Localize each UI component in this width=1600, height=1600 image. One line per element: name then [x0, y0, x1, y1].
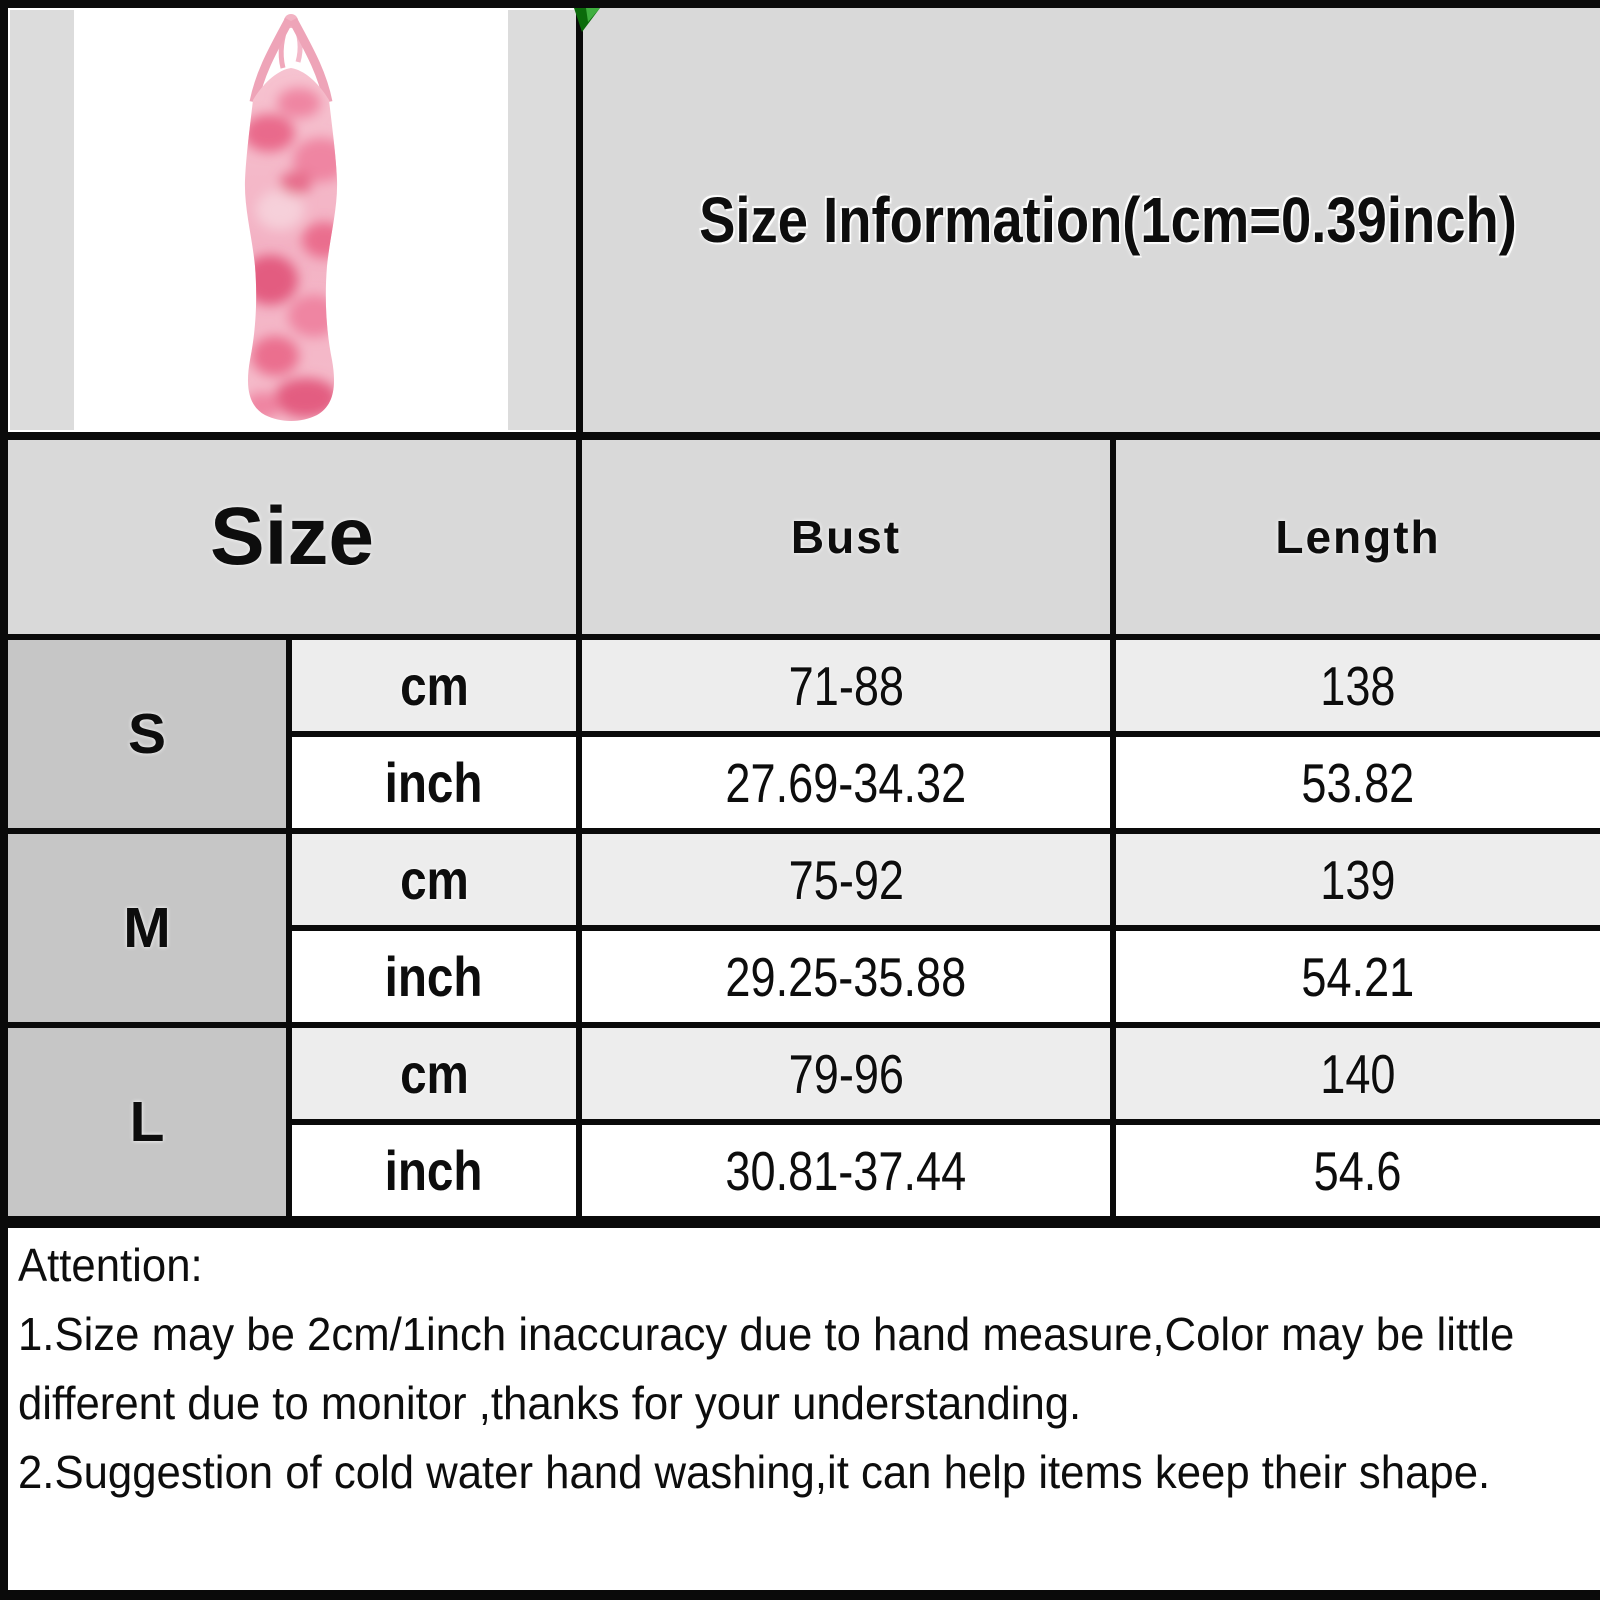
horizontal-rule	[8, 432, 1600, 440]
note-line-3: 2.Suggestion of cold water hand washing,…	[18, 1446, 1491, 1498]
bust-column-header: Bust	[582, 440, 1110, 634]
product-image-panel	[8, 8, 576, 432]
size-column-header: Size	[8, 440, 576, 634]
unit-cell: inch	[292, 931, 576, 1022]
unit-cell: cm	[292, 640, 576, 731]
panel-divider	[576, 8, 583, 432]
unit-cell: cm	[292, 834, 576, 925]
m-length-cm: 139	[1116, 834, 1600, 925]
size-label-l: L	[8, 1028, 286, 1216]
size-label-m: M	[8, 834, 286, 1022]
length-column-header: Length	[1116, 440, 1600, 634]
s-bust-cm: 71-88	[582, 640, 1110, 731]
s-length-inch: 53.82	[1116, 737, 1600, 828]
page-title: Size Information(1cm=0.39inch)	[699, 184, 1518, 256]
unit-cell: inch	[292, 1125, 576, 1216]
gray-strip-right	[508, 10, 576, 430]
l-length-cm: 140	[1116, 1028, 1600, 1119]
s-bust-inch: 27.69-34.32	[582, 737, 1110, 828]
top-section: Size Information(1cm=0.39inch)	[8, 8, 1600, 432]
note-line-1: 1.Size may be 2cm/1inch inaccuracy due t…	[18, 1308, 1515, 1360]
m-bust-inch: 29.25-35.88	[582, 931, 1110, 1022]
s-length-cm: 138	[1116, 640, 1600, 731]
unit-cell: cm	[292, 1028, 576, 1119]
bottom-border-bar	[8, 1590, 1600, 1600]
m-bust-cm: 75-92	[582, 834, 1110, 925]
size-label-s: S	[8, 640, 286, 828]
title-panel: Size Information(1cm=0.39inch)	[583, 8, 1600, 432]
green-triangle-icon	[574, 8, 600, 32]
l-bust-inch: 30.81-37.44	[582, 1125, 1110, 1216]
unit-cell: inch	[292, 737, 576, 828]
m-length-inch: 54.21	[1116, 931, 1600, 1022]
dress-product-image	[244, 14, 338, 421]
notes-heading: Attention:	[18, 1239, 203, 1291]
l-length-inch: 54.6	[1116, 1125, 1600, 1216]
gray-strip-left	[10, 10, 74, 430]
note-line-2: different due to monitor ,thanks for you…	[18, 1377, 1082, 1429]
size-table: Size Bust Length S cm 71-88 138 inch 27.…	[8, 440, 1600, 1228]
attention-notes: Attention: 1.Size may be 2cm/1inch inacc…	[8, 1228, 1600, 1590]
l-bust-cm: 79-96	[582, 1028, 1110, 1119]
